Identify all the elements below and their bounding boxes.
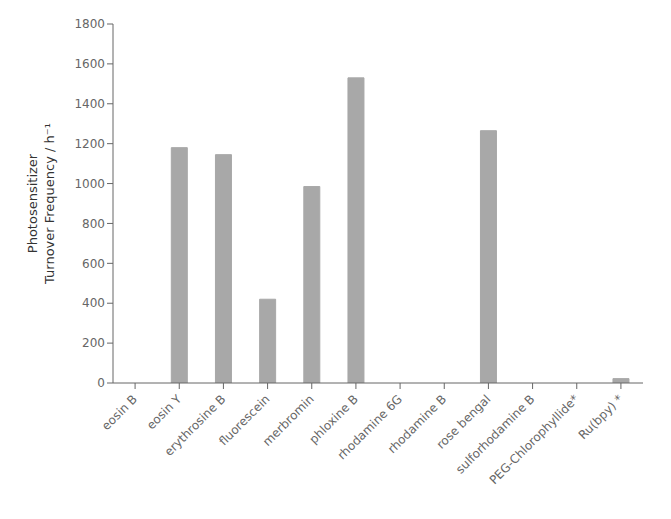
- svg-text:0: 0: [97, 376, 105, 390]
- svg-text:800: 800: [82, 217, 105, 231]
- svg-text:Turnover Frequency / h⁻¹: Turnover Frequency / h⁻¹: [42, 123, 57, 285]
- svg-text:1400: 1400: [74, 97, 105, 111]
- svg-text:Photosensitizer: Photosensitizer: [25, 153, 40, 253]
- svg-text:1600: 1600: [74, 57, 105, 71]
- svg-text:rhodamine B: rhodamine B: [385, 392, 450, 457]
- svg-text:200: 200: [82, 336, 105, 350]
- svg-text:400: 400: [82, 296, 105, 310]
- svg-text:sulforhodamine B: sulforhodamine B: [453, 392, 537, 476]
- svg-text:merbromin: merbromin: [260, 392, 317, 449]
- svg-text:phloxine B: phloxine B: [306, 392, 361, 447]
- svg-text:1200: 1200: [74, 137, 105, 151]
- svg-text:PEG-Chlorophyllide*: PEG-Chlorophyllide*: [487, 392, 582, 487]
- svg-text:eosin Y: eosin Y: [144, 392, 185, 433]
- svg-text:rhodamine 6G: rhodamine 6G: [334, 392, 405, 463]
- svg-text:Ru(bpy) *: Ru(bpy) *: [576, 392, 626, 442]
- svg-text:rose bengal: rose bengal: [433, 392, 494, 452]
- svg-text:1000: 1000: [74, 177, 105, 191]
- svg-text:600: 600: [82, 257, 105, 271]
- svg-text:1800: 1800: [74, 17, 105, 31]
- svg-text:eosin B: eosin B: [99, 392, 140, 433]
- svg-text:fluorescein: fluorescein: [216, 392, 273, 449]
- svg-text:erythrosine B: erythrosine B: [162, 392, 229, 459]
